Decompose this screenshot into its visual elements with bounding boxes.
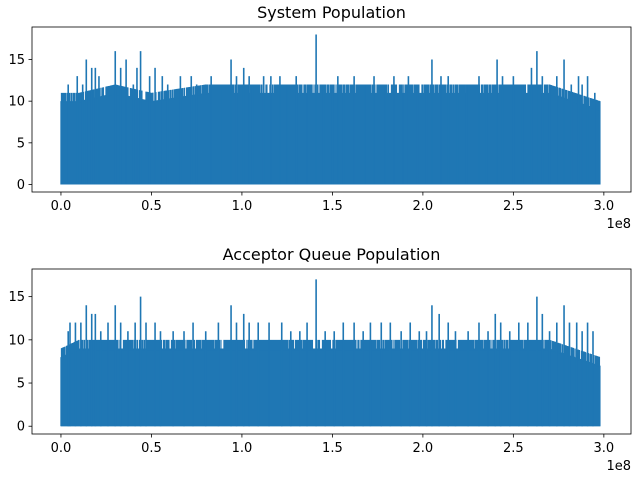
y-tick-label: 10 [8, 95, 25, 110]
y-tick-label: 10 [8, 333, 25, 348]
x-tick-label: 1.0 [232, 441, 253, 456]
x-tick-label: 0.0 [51, 441, 72, 456]
x-tick-label: 2.5 [503, 441, 524, 456]
axes-frame [31, 268, 632, 435]
y-tick-label: 5 [17, 377, 25, 392]
y-tick-label: 5 [17, 136, 25, 151]
x-offset-label: 1e8 [606, 217, 631, 232]
x-tick-label: 3.0 [594, 199, 615, 214]
x-tick-label: 1.5 [322, 441, 343, 456]
x-tick-label: 0.5 [141, 199, 162, 214]
x-tick-label: 3.0 [594, 441, 615, 456]
x-tick-label: 0.5 [141, 441, 162, 456]
x-tick-label: 2.0 [413, 199, 434, 214]
x-tick-label: 0.0 [51, 199, 72, 214]
x-tick-label: 2.5 [503, 199, 524, 214]
x-tick-label: 1.5 [322, 199, 343, 214]
y-tick-label: 15 [8, 290, 25, 305]
series-body [60, 350, 601, 427]
chart-title: Acceptor Queue Population [223, 245, 441, 264]
y-tick-label: 0 [17, 420, 25, 435]
x-tick-label: 1.0 [232, 199, 253, 214]
subplot-2: 0.0 0.5 1.0 1.5 2.0 2.5 3.0 0 5 10 15 Acceptor Queu… [8, 245, 632, 474]
subplot-1: 0.0 0.5 1.0 1.5 2.0 2.5 3.0 0 5 10 15 System Popula… [8, 3, 632, 232]
x-tick-label: 2.0 [413, 441, 434, 456]
axes-frame [31, 26, 632, 193]
y-tick-label: 0 [17, 178, 25, 193]
x-offset-label: 1e8 [606, 459, 631, 474]
chart-title: System Population [257, 3, 406, 22]
series-body [60, 94, 601, 185]
y-tick-label: 15 [8, 53, 25, 68]
